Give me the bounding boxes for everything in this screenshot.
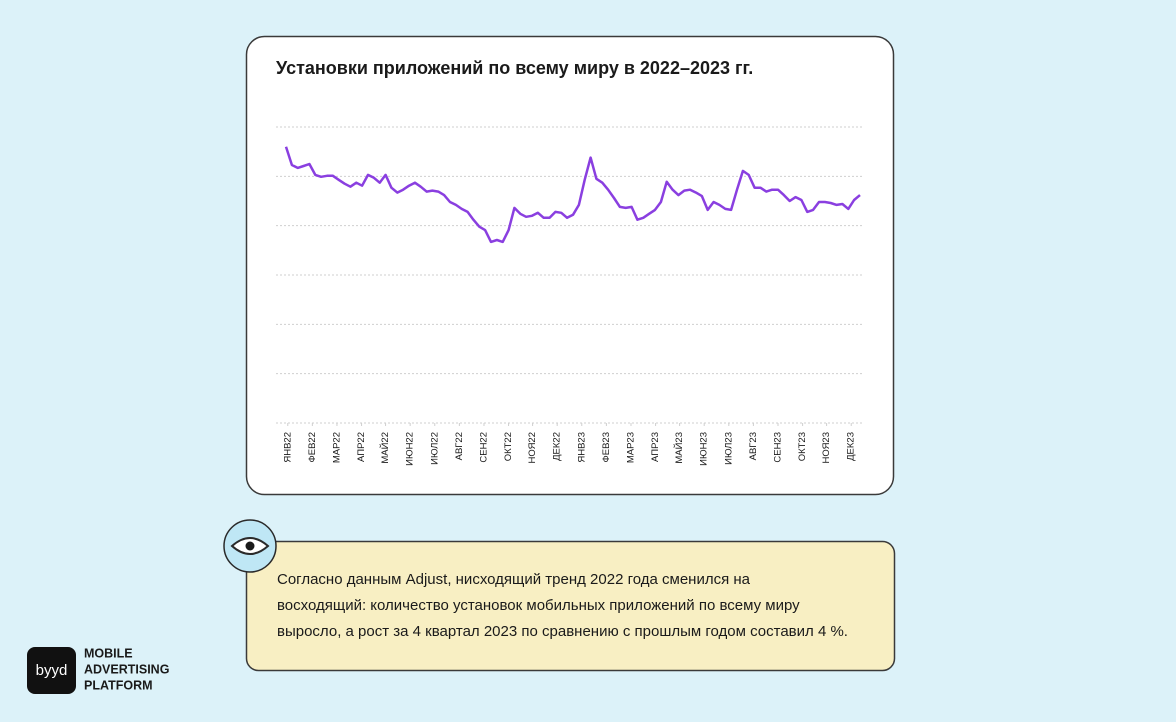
note-text: Согласно данным Adjust, нисходящий тренд… bbox=[277, 571, 751, 588]
x-tick-label: МАР22 bbox=[331, 432, 342, 463]
brand-text: ADVERTISING bbox=[84, 662, 169, 676]
x-tick-label: ОКТ22 bbox=[503, 432, 514, 461]
note-card bbox=[245, 540, 896, 672]
x-tick-label: ЯНВ23 bbox=[576, 432, 587, 463]
brand-text: PLATFORM bbox=[84, 678, 153, 692]
x-tick-label: АПР22 bbox=[356, 432, 367, 462]
x-tick-label: ДЕК22 bbox=[552, 432, 563, 461]
x-tick-label: ИЮЛ23 bbox=[723, 432, 734, 465]
note-text: восходящий: количество установок мобильн… bbox=[277, 597, 800, 614]
chart-title: Установки приложений по всему миру в 202… bbox=[276, 58, 753, 78]
x-tick-label: ИЮН23 bbox=[699, 432, 710, 466]
x-tick-label: ЯНВ22 bbox=[282, 432, 293, 463]
x-tick-label: НОЯ22 bbox=[527, 432, 538, 463]
logo-box bbox=[27, 647, 76, 694]
x-tick-label: АВГ23 bbox=[748, 432, 759, 460]
brand-text: MOBILE bbox=[84, 646, 133, 660]
x-tick-label: АВГ22 bbox=[454, 432, 465, 460]
x-tick-label: ФЕВ23 bbox=[601, 432, 612, 462]
x-tick-label: МАЙ22 bbox=[379, 432, 391, 464]
x-tick-label: ОКТ23 bbox=[797, 432, 808, 461]
x-tick-label: ИЮЛ22 bbox=[429, 432, 440, 465]
x-tick-label: АПР23 bbox=[650, 432, 661, 462]
x-tick-label: СЕН23 bbox=[773, 432, 784, 463]
x-tick-label: МАР23 bbox=[626, 432, 637, 463]
x-tick-label: МАЙ23 bbox=[673, 432, 685, 464]
data-line bbox=[284, 146, 861, 244]
eye-pupil bbox=[245, 541, 255, 551]
x-tick-label: НОЯ23 bbox=[821, 432, 832, 463]
x-tick-label: ФЕВ22 bbox=[307, 432, 318, 462]
x-tick-label: ДЕК23 bbox=[846, 432, 857, 461]
chart-card bbox=[245, 35, 895, 496]
x-tick-label: ИЮН22 bbox=[405, 432, 416, 466]
x-tick-label: СЕН22 bbox=[478, 432, 489, 463]
note-text: выросло, а рост за 4 квартал 2023 по сра… bbox=[277, 623, 848, 640]
logo-text: byyd bbox=[36, 662, 68, 679]
